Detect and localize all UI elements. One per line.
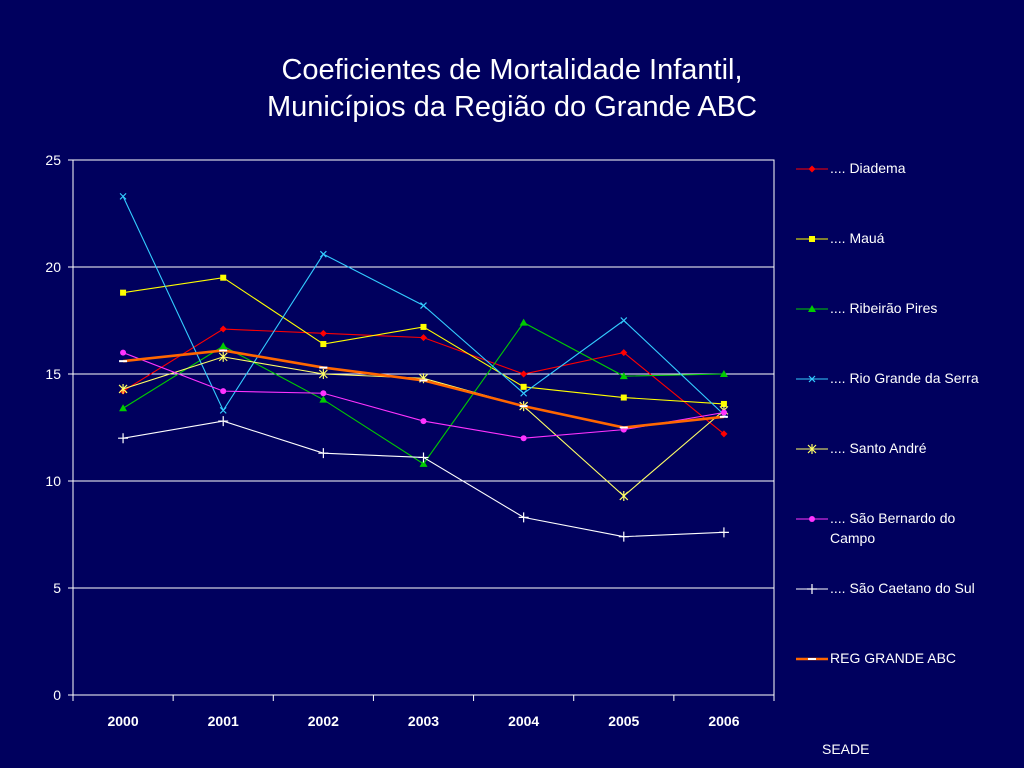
legend-marker-5 [809,516,815,522]
legend-label-5: .... São Bernardo do Campo [830,510,956,546]
legend-marker-6 [807,584,817,594]
data-point-4-0 [118,383,128,394]
data-point-5-3 [420,418,427,425]
data-point-3-1 [219,406,227,414]
data-point-1-1 [220,274,227,281]
y-tick-label: 25 [45,152,61,168]
title-line-2: Municípios da Região do Grande ABC [266,91,758,123]
x-tick-label: 2001 [208,713,239,729]
legend-label-2: .... Ribeirão Pires [830,300,938,316]
data-point-7-6 [719,415,728,418]
legend-label-4: .... Santo André [830,440,927,456]
y-tick-label: 20 [45,259,61,275]
data-point-6-2 [318,448,329,459]
source-label: SEADE [822,741,870,757]
data-point-5-6 [720,409,727,416]
x-tick-label: 2006 [708,713,739,729]
legend-marker-0 [808,165,816,173]
data-point-1-6 [720,400,727,407]
data-point-5-4 [520,435,527,442]
data-point-0-1 [219,325,227,333]
legend-label-7: REG GRANDE ABC [830,650,957,666]
data-point-4-2 [318,369,328,379]
data-point-2-5 [619,372,628,380]
legend-label-1: .... Mauá [830,230,885,246]
data-point-6-3 [418,452,429,463]
data-point-4-5 [619,490,629,501]
y-tick-label: 5 [53,580,61,596]
data-point-6-1 [218,416,229,427]
data-point-0-3 [420,334,427,342]
data-point-6-0 [118,433,129,444]
y-tick-label: 15 [45,366,61,382]
legend-label-3: .... Rio Grande da Serra [830,370,979,386]
data-point-3-3 [420,302,427,309]
plot-area [72,159,775,696]
data-point-2-2 [319,395,328,403]
data-point-6-5 [618,531,629,542]
data-point-2-3 [419,459,428,467]
data-point-4-1 [218,351,228,362]
slide-title: Coeficientes de Mortalidade Infantil, Mu… [0,52,1024,126]
data-point-3-0 [119,192,127,200]
data-point-3-5 [620,317,628,324]
data-point-6-6 [718,527,729,538]
data-point-5-0 [120,349,127,356]
data-point-1-5 [620,394,627,401]
data-point-0-4 [520,370,528,378]
legend-marker-4 [807,444,817,454]
y-tick-label: 0 [53,687,61,703]
data-point-0-6 [720,430,728,438]
x-tick-label: 2002 [308,713,339,729]
data-point-2-4 [519,318,528,326]
data-point-1-2 [320,341,327,348]
data-point-2-1 [219,342,228,350]
data-point-1-0 [120,289,127,296]
data-point-0-5 [620,349,628,357]
data-point-6-4 [518,512,529,523]
y-tick-label: 10 [45,473,61,489]
data-point-3-4 [520,389,528,397]
data-point-7-2 [319,366,328,369]
legend-marker-7 [808,658,816,660]
x-tick-label: 2003 [408,713,439,729]
legend-label-0: .... Diadema [830,160,906,176]
title-line-1: Coeficientes de Mortalidade Infantil, [281,54,743,86]
data-point-7-3 [419,379,428,382]
legend-marker-1 [809,236,815,242]
data-point-2-6 [719,370,728,377]
data-point-7-5 [619,426,628,429]
data-point-0-2 [319,329,327,337]
data-point-2-0 [119,404,128,412]
data-point-1-4 [520,383,527,390]
data-point-1-3 [420,323,427,330]
x-tick-label: 2004 [508,713,539,729]
legend-marker-2 [808,305,816,312]
data-point-5-1 [220,388,227,395]
series-line-2 [122,321,724,465]
data-point-7-0 [119,360,128,363]
legend-marker-3 [808,375,816,383]
data-point-5-2 [320,390,327,397]
series-line-6 [122,420,724,538]
legend-label-6: .... São Caetano do Sul [830,580,975,596]
data-point-7-4 [519,405,528,408]
data-point-7-1 [219,349,228,352]
data-point-3-2 [319,250,327,258]
x-tick-label: 2000 [107,713,138,729]
x-tick-label: 2005 [608,713,639,729]
